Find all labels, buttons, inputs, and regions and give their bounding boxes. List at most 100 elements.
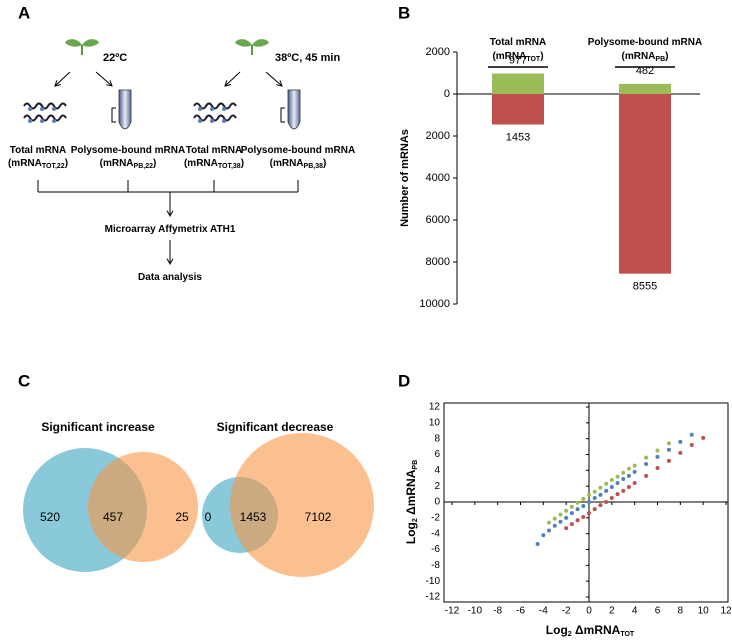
step-label: Microarray Affymetrix ATH1 — [105, 224, 236, 235]
scatter-point — [598, 492, 603, 497]
tube-icon — [287, 89, 301, 130]
sample-abbr: (mRNATOT,22) — [8, 158, 68, 171]
subscript: TOT,22 — [42, 163, 65, 170]
rna-dot — [210, 119, 214, 123]
scatter-point — [575, 518, 580, 523]
arrow — [95, 71, 113, 87]
sample-name: Total mRNA — [10, 145, 66, 156]
scatter-point — [626, 473, 631, 478]
venn-circle — [88, 452, 198, 562]
scatter-point — [609, 477, 614, 482]
rna-dot — [222, 119, 226, 123]
scatter-point — [581, 515, 586, 520]
y-axis-label: Number of mRNAs — [399, 129, 411, 227]
y-tick-label: -10 — [426, 576, 441, 587]
y-tick-label: 8000 — [426, 256, 450, 268]
x-tick-label: -6 — [516, 606, 525, 617]
y-tick-label: 0 — [444, 88, 450, 100]
sample-name: Polysome-bound mRNA — [241, 145, 355, 156]
text-part: Log — [404, 522, 418, 544]
scatter-point — [689, 432, 694, 437]
text-part: Log — [546, 623, 568, 637]
text-part: Total mRNA — [10, 145, 66, 156]
category-abbr: (mRNAPB) — [622, 51, 669, 64]
scatter-point — [558, 519, 563, 524]
arrow-head — [224, 80, 231, 87]
subscript: PB — [412, 460, 419, 470]
rna-dot — [40, 107, 44, 111]
y-tick-label: 2 — [434, 481, 440, 492]
venn-title: Significant decrease — [217, 420, 334, 434]
rna-dot — [198, 119, 202, 123]
panel-label: D — [398, 371, 410, 390]
subscript: TOT — [620, 631, 635, 638]
scatter-point — [632, 481, 637, 485]
text-part: ) — [323, 158, 326, 169]
sample-abbr: (mRNAPB,22) — [100, 158, 157, 171]
sprout-leaf — [235, 39, 252, 47]
text-part: (mRNA — [184, 158, 218, 169]
step-label: Data analysis — [138, 272, 202, 283]
scatter-point — [655, 448, 660, 453]
x-tick-label: 0 — [586, 606, 592, 617]
scatter-point — [644, 473, 649, 478]
scatter-point — [626, 484, 631, 489]
arrow-head — [166, 258, 174, 266]
arrow — [54, 71, 71, 87]
tube-bracket — [111, 107, 116, 123]
scatter-point — [587, 500, 591, 504]
scatter-point — [666, 447, 671, 452]
category-label: Total mRNA — [490, 37, 546, 48]
x-tick-label: 10 — [698, 606, 710, 617]
arrow-head — [276, 80, 283, 87]
scatter-point — [592, 496, 597, 501]
tube-bracket — [280, 107, 285, 123]
y-tick-label: -12 — [426, 592, 441, 603]
x-tick-label: 12 — [720, 606, 732, 617]
scatter-point — [655, 465, 660, 470]
venn-count: 25 — [175, 510, 189, 524]
text-part: ) — [540, 51, 543, 62]
condition-label: 22ºC — [103, 52, 127, 64]
x-tick-label: 2 — [609, 606, 615, 617]
y-tick-label: 12 — [429, 402, 441, 413]
scatter-point — [564, 508, 569, 513]
y-tick-label: 4 — [434, 465, 440, 476]
y-tick-label: -4 — [431, 528, 440, 539]
rna-icon — [217, 114, 237, 122]
subscript: TOT — [526, 56, 541, 63]
rna-dot — [40, 119, 44, 123]
text-part: (mRNA — [100, 158, 134, 169]
text-part: (mRNA — [8, 158, 42, 169]
arrow-head — [106, 80, 113, 87]
scatter-point — [581, 503, 586, 508]
scatter-point — [609, 496, 614, 501]
tube-icon — [118, 89, 132, 130]
sprout-leaf — [82, 39, 99, 47]
scatter-point — [678, 439, 683, 444]
text-part: Total mRNA — [186, 145, 242, 156]
scatter-point — [689, 443, 694, 447]
rna-dot — [210, 107, 214, 111]
y-tick-label: -6 — [431, 544, 440, 555]
y-tick-label: 8 — [434, 433, 440, 444]
scatter-point — [644, 462, 649, 466]
text-part: ΔmRNA — [572, 623, 621, 637]
scatter-point — [569, 511, 574, 516]
scatter-point — [547, 528, 552, 533]
subscript: PB,22 — [134, 163, 154, 170]
axis-label: Log2 ΔmRNAPB — [404, 460, 419, 544]
rna-dot — [28, 107, 32, 111]
scatter-point — [621, 470, 626, 475]
scatter-point — [575, 500, 580, 505]
venn-circle — [230, 433, 374, 577]
scatter-point — [615, 474, 620, 479]
scatter-point — [569, 522, 574, 527]
venn-count: 520 — [40, 510, 60, 524]
x-tick-label: -2 — [562, 606, 571, 617]
panel-label: C — [18, 371, 30, 390]
rna-icon — [217, 102, 237, 110]
bar — [619, 94, 671, 274]
x-tick-label: -10 — [468, 606, 483, 617]
arrow-head — [54, 80, 61, 87]
